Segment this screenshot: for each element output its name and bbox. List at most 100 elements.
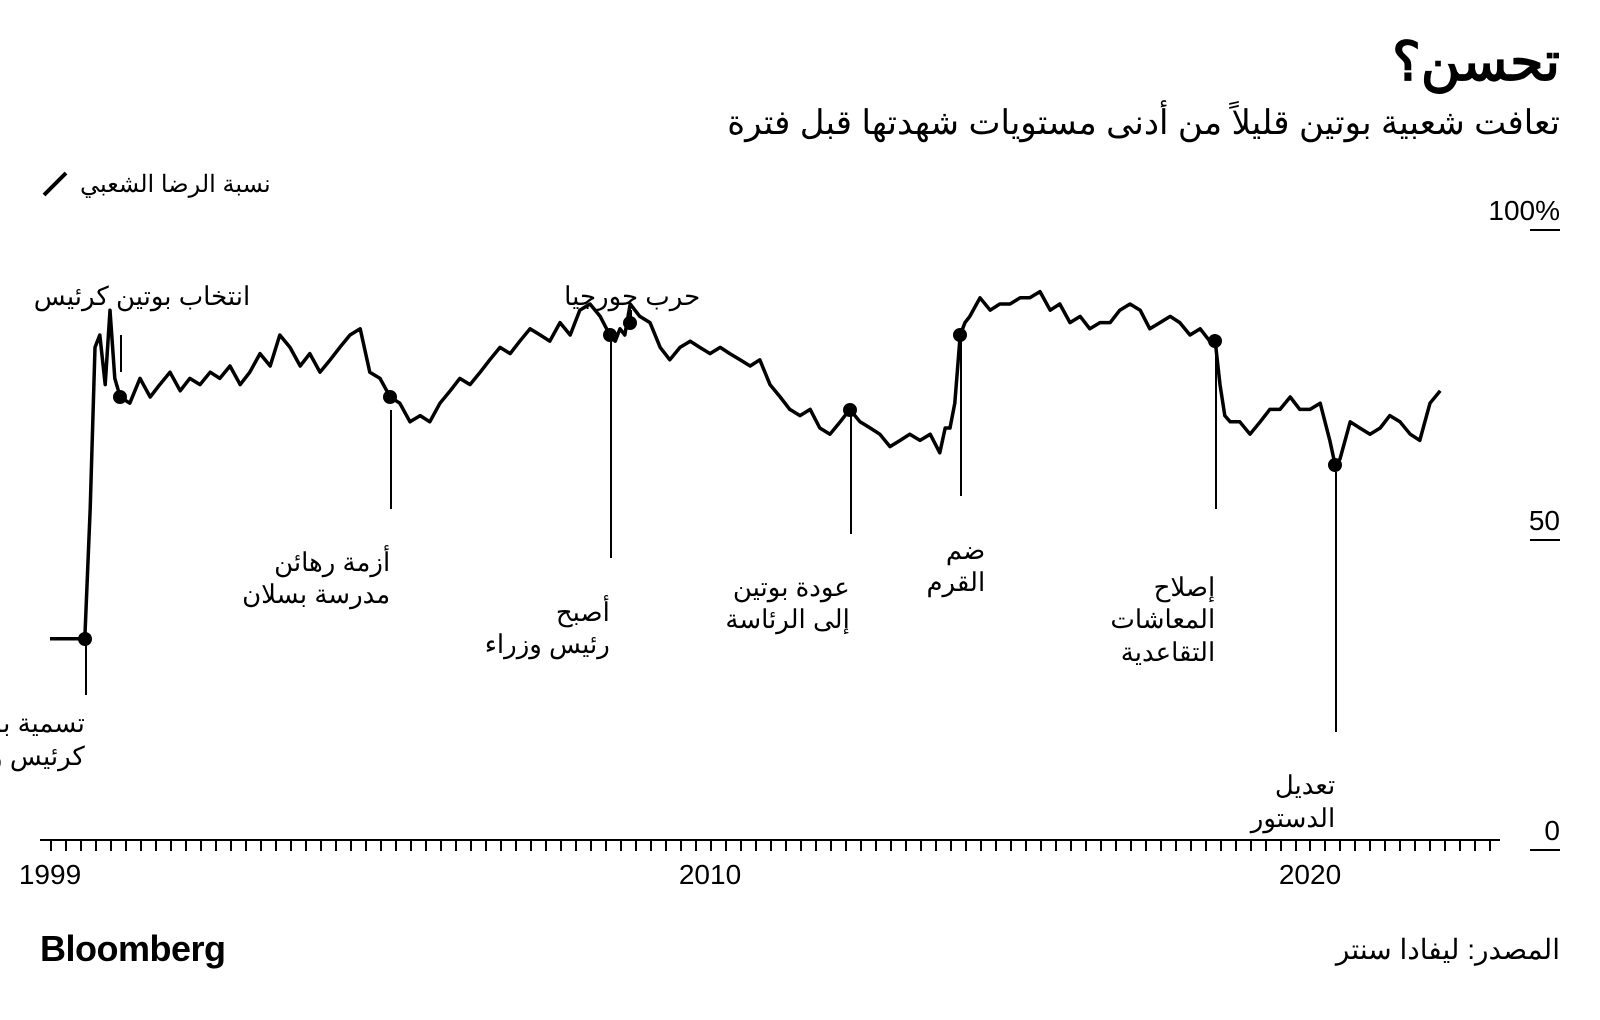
x-tick-mark bbox=[1459, 841, 1461, 851]
x-tick-mark bbox=[1369, 841, 1371, 851]
annotation-line bbox=[390, 410, 392, 509]
x-tick-mark bbox=[875, 841, 877, 851]
x-tick-mark bbox=[980, 841, 982, 851]
legend-label: نسبة الرضا الشعبي bbox=[80, 170, 271, 199]
x-tick-mark bbox=[1175, 841, 1177, 851]
annotation-label: إصلاحالمعاشاتالتقاعدية bbox=[1110, 571, 1215, 669]
chart-plot-area: 050100%199920102020تسمية بوتينكرئيس وزرا… bbox=[40, 211, 1560, 831]
annotation-label: انتخاب بوتين كرئيس bbox=[34, 280, 250, 313]
x-tick-mark bbox=[125, 841, 127, 851]
x-tick-mark bbox=[365, 841, 367, 851]
annotation-dot-icon bbox=[623, 316, 637, 330]
x-tick-mark bbox=[1295, 841, 1297, 851]
x-tick-mark bbox=[320, 841, 322, 851]
x-tick-mark bbox=[1250, 841, 1252, 851]
x-tick-mark bbox=[500, 841, 502, 851]
x-tick-mark bbox=[1399, 841, 1401, 851]
annotation-line bbox=[610, 341, 612, 558]
x-tick-label: 1999 bbox=[19, 859, 81, 891]
legend-swatch-icon bbox=[40, 169, 70, 199]
y-tick-label: 0 bbox=[1544, 815, 1560, 847]
x-tick-mark bbox=[815, 841, 817, 851]
x-tick-mark bbox=[380, 841, 382, 851]
annotation-label: ضمالقرم bbox=[926, 534, 985, 599]
annotation-label: تعديلالدستور bbox=[1251, 769, 1335, 834]
x-tick-mark bbox=[1235, 841, 1237, 851]
x-tick-mark bbox=[200, 841, 202, 851]
x-tick-mark bbox=[1010, 841, 1012, 851]
x-tick-mark bbox=[50, 841, 52, 851]
x-tick-mark bbox=[770, 841, 772, 851]
x-tick-mark bbox=[1115, 841, 1117, 851]
annotation-dot-icon bbox=[1208, 334, 1222, 348]
x-tick-mark bbox=[785, 841, 787, 851]
x-tick-mark bbox=[1130, 841, 1132, 851]
x-tick-mark bbox=[545, 841, 547, 851]
x-tick-mark bbox=[65, 841, 67, 851]
x-tick-mark bbox=[860, 841, 862, 851]
annotation-line bbox=[1335, 472, 1337, 732]
x-tick-mark bbox=[725, 841, 727, 851]
x-tick-mark bbox=[1205, 841, 1207, 851]
x-tick-mark bbox=[1339, 841, 1341, 851]
annotation-dot-icon bbox=[78, 632, 92, 646]
x-tick-mark bbox=[515, 841, 517, 851]
x-tick-mark bbox=[1220, 841, 1222, 851]
source-label: المصدر: ليفادا سنتر bbox=[1336, 933, 1560, 966]
x-tick-mark bbox=[230, 841, 232, 851]
annotation-dot-icon bbox=[383, 390, 397, 404]
x-tick-mark bbox=[995, 841, 997, 851]
x-tick-mark bbox=[845, 841, 847, 851]
x-tick-mark bbox=[590, 841, 592, 851]
x-tick-mark bbox=[1145, 841, 1147, 851]
x-tick-mark bbox=[1414, 841, 1416, 851]
x-tick-mark bbox=[1055, 841, 1057, 851]
x-tick-mark bbox=[1190, 841, 1192, 851]
x-tick-mark bbox=[575, 841, 577, 851]
x-tick-mark bbox=[755, 841, 757, 851]
x-tick-label: 2010 bbox=[679, 859, 741, 891]
x-tick-mark bbox=[395, 841, 397, 851]
x-tick-mark bbox=[1070, 841, 1072, 851]
x-tick-mark bbox=[740, 841, 742, 851]
annotation-line bbox=[120, 335, 122, 372]
annotation-label: حرب جورجيا bbox=[564, 280, 700, 313]
x-tick-mark bbox=[1429, 841, 1431, 851]
chart-title: تحسن؟ bbox=[40, 30, 1560, 93]
x-tick-mark bbox=[1384, 841, 1386, 851]
annotation-label: أصبحرئيس وزراء bbox=[485, 596, 610, 661]
x-tick-mark bbox=[1040, 841, 1042, 851]
x-tick-mark bbox=[80, 841, 82, 851]
annotation-dot-icon bbox=[843, 403, 857, 417]
x-tick-label: 2020 bbox=[1279, 859, 1341, 891]
x-tick-mark bbox=[290, 841, 292, 851]
annotation-dot-icon bbox=[953, 328, 967, 342]
annotation-line bbox=[960, 341, 962, 496]
x-tick-mark bbox=[1085, 841, 1087, 851]
x-tick-mark bbox=[530, 841, 532, 851]
x-tick-mark bbox=[1444, 841, 1446, 851]
x-tick-mark bbox=[170, 841, 172, 851]
x-tick-mark bbox=[665, 841, 667, 851]
annotation-line bbox=[1215, 348, 1217, 509]
x-tick-mark bbox=[440, 841, 442, 851]
x-tick-mark bbox=[245, 841, 247, 851]
annotation-dot-icon bbox=[113, 390, 127, 404]
annotation-line bbox=[850, 416, 852, 534]
x-tick-mark bbox=[1100, 841, 1102, 851]
x-tick-mark bbox=[455, 841, 457, 851]
x-tick-mark bbox=[155, 841, 157, 851]
x-tick-mark bbox=[185, 841, 187, 851]
x-tick-mark bbox=[680, 841, 682, 851]
x-tick-mark bbox=[1474, 841, 1476, 851]
chart-container: تحسن؟ تعافت شعبية بوتين قليلاً من أدنى م… bbox=[0, 0, 1600, 1020]
x-tick-mark bbox=[1489, 841, 1491, 851]
x-tick-mark bbox=[305, 841, 307, 851]
x-tick-mark bbox=[890, 841, 892, 851]
x-tick-mark bbox=[275, 841, 277, 851]
x-tick-mark bbox=[425, 841, 427, 851]
annotation-dot-icon bbox=[1328, 458, 1342, 472]
x-tick-mark bbox=[1280, 841, 1282, 851]
x-tick-mark bbox=[635, 841, 637, 851]
x-tick-mark bbox=[260, 841, 262, 851]
